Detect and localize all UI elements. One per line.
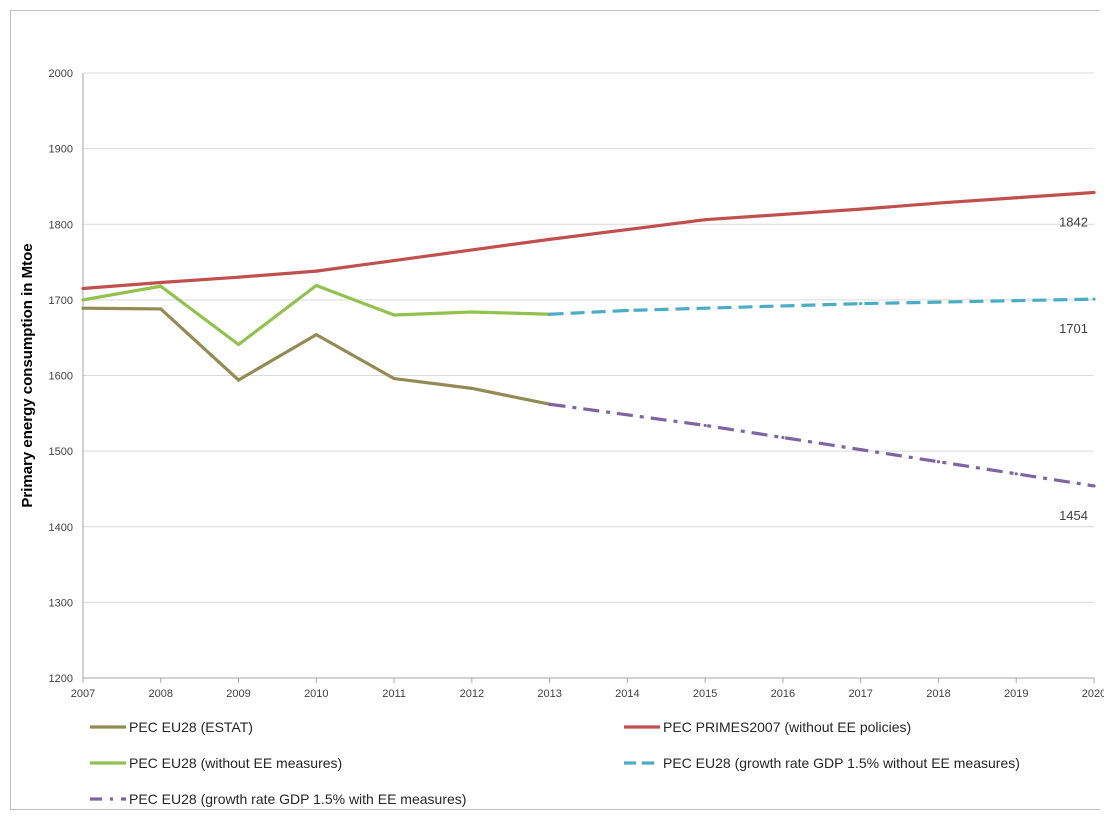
data-point-pec-eu28-growth-rate-gdp-1-5-with-ee-measures-2015 (703, 423, 707, 428)
legend-label-pec-eu28-growth-rate-gdp-1-5-with-ee-measures: PEC EU28 (growth rate GDP 1.5% with EE m… (129, 791, 466, 807)
data-point-pec-primes2007-without-ee-policies-2014 (625, 227, 629, 232)
y-axis-label: Primary energy consumption in Mtoe (19, 243, 36, 507)
data-point-pec-primes2007-without-ee-policies-2012 (470, 248, 474, 252)
series-line-pec-eu28-estat (82, 306, 550, 406)
data-point-pec-eu28-growth-rate-gdp-1-5-without-ee-measures-2019 (1014, 299, 1018, 303)
data-point-pec-eu28-growth-rate-gdp-1-5-with-ee-measures-2016 (781, 435, 785, 440)
data-point-pec-eu28-estat-2009 (236, 378, 241, 382)
data-point-pec-eu28-estat-2011 (392, 376, 396, 381)
data-point-pec-eu28-without-ee-measures-2012 (470, 310, 474, 314)
end-label-1454: 1454 (1059, 508, 1088, 523)
data-point-pec-primes2007-without-ee-policies-2013 (548, 237, 552, 241)
end-label-1842: 1842 (1059, 214, 1088, 229)
data-point-pec-eu28-estat-2007 (81, 306, 85, 310)
data-point-pec-primes2007-without-ee-policies-2011 (392, 258, 396, 263)
y-tick-label-1300: 1300 (49, 597, 73, 609)
y-tick-label-1700: 1700 (49, 295, 73, 307)
x-tick-label-2014: 2014 (615, 688, 639, 700)
data-point-pec-eu28-growth-rate-gdp-1-5-with-ee-measures-2013 (548, 402, 552, 406)
legend: PEC EU28 (ESTAT) PEC PRIMES2007 (without … (90, 719, 1020, 807)
legend-label-pec-primes2007-without-ee-policies: PEC PRIMES2007 (without EE policies) (663, 719, 911, 735)
y-tick-label-1200: 1200 (49, 673, 73, 685)
data-point-pec-eu28-estat-2008 (159, 307, 163, 311)
data-point-pec-primes2007-without-ee-policies-2017 (859, 207, 863, 211)
data-point-pec-eu28-growth-rate-gdp-1-5-without-ee-measures-2014 (625, 308, 629, 313)
data-point-pec-eu28-growth-rate-gdp-1-5-without-ee-measures-2020 (1092, 297, 1096, 301)
data-point-pec-eu28-growth-rate-gdp-1-5-without-ee-measures-2018 (936, 300, 941, 304)
data-point-pec-primes2007-without-ee-policies-2019 (1014, 196, 1018, 200)
x-tick-label-2010: 2010 (304, 688, 328, 700)
x-tick-label-2018: 2018 (926, 688, 950, 700)
legend-label-pec-eu28-estat: PEC EU28 (ESTAT) (129, 719, 253, 735)
data-point-pec-eu28-without-ee-measures-2007 (81, 298, 85, 302)
data-point-pec-primes2007-without-ee-policies-2008 (159, 280, 163, 285)
data-point-pec-primes2007-without-ee-policies-2016 (781, 212, 785, 217)
data-point-pec-primes2007-without-ee-policies-2015 (703, 218, 707, 222)
data-point-pec-eu28-growth-rate-gdp-1-5-with-ee-measures-2020 (1092, 484, 1096, 488)
legend-label-pec-eu28-without-ee-measures: PEC EU28 (without EE measures) (129, 755, 342, 771)
data-point-pec-primes2007-without-ee-policies-2009 (236, 275, 241, 279)
series-line-pec-primes2007-without-ee-policies (82, 190, 1095, 291)
data-point-pec-eu28-without-ee-measures-2009 (236, 342, 241, 347)
x-tick-label-2007: 2007 (71, 688, 95, 700)
y-tick-label-1400: 1400 (49, 522, 73, 534)
data-point-pec-eu28-without-ee-measures-2008 (159, 284, 163, 288)
gridlines (83, 72, 1094, 603)
x-axis-ticks: 2007 2008 2009 2010 2011 2012 2013 2014 2015 2016… (71, 678, 1104, 700)
x-tick-label-2008: 2008 (149, 688, 173, 700)
legend-label-pec-eu28-growth-rate-gdp-1-5-without-ee-measures: PEC EU28 (growth rate GDP 1.5% without E… (663, 755, 1020, 771)
x-tick-label-2017: 2017 (848, 688, 872, 700)
data-point-pec-primes2007-without-ee-policies-2007 (81, 286, 85, 291)
data-point-pec-eu28-growth-rate-gdp-1-5-without-ee-measures-2016 (781, 304, 785, 308)
x-tick-label-2020: 2020 (1082, 688, 1104, 700)
series-lines (81, 190, 1096, 488)
data-point-pec-eu28-growth-rate-gdp-1-5-with-ee-measures-2019 (1014, 472, 1018, 476)
data-point-pec-eu28-without-ee-measures-2011 (392, 313, 396, 317)
y-tick-label-1600: 1600 (49, 371, 73, 383)
y-tick-label-1800: 1800 (49, 219, 73, 231)
data-point-pec-eu28-estat-2010 (314, 333, 318, 337)
data-point-pec-eu28-estat-2012 (470, 386, 474, 390)
y-axis-ticks: 1200 1300 1400 1500 1600 1700 1800 1900 2000 (49, 68, 73, 685)
data-point-pec-eu28-growth-rate-gdp-1-5-without-ee-measures-2015 (703, 306, 707, 310)
data-point-pec-eu28-growth-rate-gdp-1-5-with-ee-measures-2014 (625, 413, 629, 417)
data-point-pec-primes2007-without-ee-policies-2018 (936, 201, 941, 205)
data-point-pec-primes2007-without-ee-policies-2010 (314, 269, 318, 273)
data-point-pec-eu28-growth-rate-gdp-1-5-without-ee-measures-2017 (859, 302, 863, 306)
x-tick-label-2012: 2012 (460, 688, 484, 700)
x-tick-label-2011: 2011 (382, 688, 406, 700)
chart-frame (10, 10, 1100, 810)
y-tick-label-2000: 2000 (49, 68, 73, 80)
x-tick-label-2009: 2009 (226, 688, 250, 700)
x-tick-label-2016: 2016 (771, 688, 795, 700)
end-label-1701: 1701 (1059, 321, 1088, 336)
data-point-pec-eu28-growth-rate-gdp-1-5-with-ee-measures-2017 (859, 448, 863, 452)
y-tick-label-1900: 1900 (49, 144, 73, 156)
end-value-labels: 1842 1701 1454 (1059, 214, 1088, 522)
data-point-pec-primes2007-without-ee-policies-2020 (1092, 190, 1096, 195)
data-point-pec-eu28-without-ee-measures-2010 (314, 283, 318, 288)
series-line-pec-eu28-growth-rate-gdp-1-5-with-ee-measures (549, 402, 1095, 488)
data-point-pec-eu28-growth-rate-gdp-1-5-with-ee-measures-2018 (936, 460, 941, 464)
series-line-pec-eu28-growth-rate-gdp-1-5-without-ee-measures (549, 297, 1095, 316)
y-tick-label-1500: 1500 (49, 446, 73, 458)
x-tick-label-2015: 2015 (693, 688, 717, 700)
x-tick-label-2019: 2019 (1004, 688, 1028, 700)
x-tick-label-2013: 2013 (537, 688, 561, 700)
data-point-pec-eu28-growth-rate-gdp-1-5-without-ee-measures-2013 (548, 312, 552, 316)
